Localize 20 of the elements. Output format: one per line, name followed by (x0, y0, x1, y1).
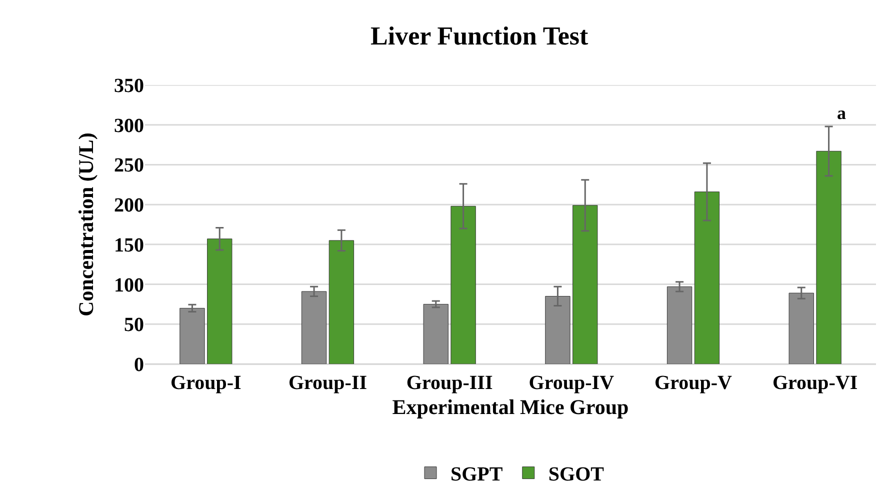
y-tick-label: 300 (114, 114, 144, 137)
legend-label: SGPT (450, 464, 504, 486)
legend-label: SGOT (548, 464, 605, 486)
y-tick-label: 350 (114, 75, 144, 97)
chart-title: Liver Function Test (370, 21, 589, 50)
x-tick-label: Group-III (406, 372, 493, 394)
x-tick-label: Group-II (288, 372, 368, 394)
y-tick-label: 50 (124, 314, 144, 336)
x-axis-title: Experimental Mice Group (392, 395, 629, 420)
x-tick-label: Group-VI (772, 372, 858, 394)
y-tick-label: 150 (114, 234, 144, 256)
y-tick-label: 0 (134, 354, 144, 376)
y-tick-label: 100 (114, 274, 144, 296)
y-tick-label: 250 (114, 154, 144, 177)
y-tick-label: 200 (114, 194, 144, 217)
y-axis-title: Concentration (U/L) (74, 132, 98, 316)
x-tick-label: Group-IV (528, 372, 615, 394)
annotation: a (837, 103, 846, 123)
x-tick-label: Group-V (654, 372, 733, 394)
x-tick-label: Group-I (170, 372, 242, 394)
